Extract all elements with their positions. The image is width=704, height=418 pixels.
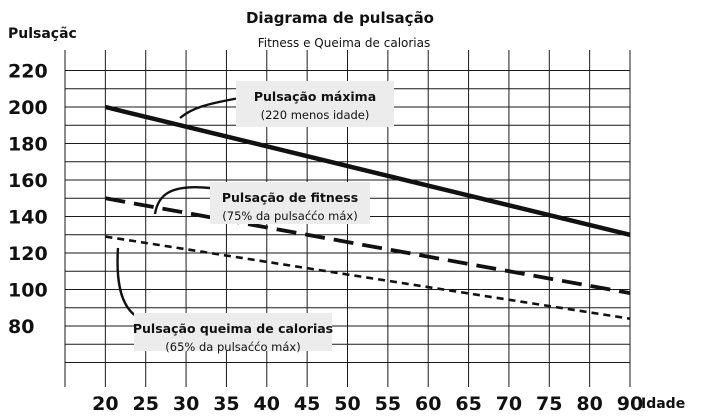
- series-lines: [104, 104, 631, 320]
- y-tick-labels: 220 200 180 160 140 120 100 80: [8, 61, 48, 339]
- annotation-box: [134, 313, 332, 351]
- x-tick-label: 55: [375, 393, 401, 415]
- annotation-series-name: Pulsação queima de calorias: [133, 321, 333, 336]
- annotation-series-name: Pulsação de fitness: [222, 190, 358, 205]
- x-tick-label: 35: [213, 393, 239, 415]
- annotation-series-note: (220 menos idade): [261, 108, 370, 122]
- series-line-2: [105, 196, 631, 295]
- x-tick-label: 80: [576, 393, 602, 415]
- x-tick-labels: 20 25 30 35 40 45 50 55 60 65 70 75 80 90: [92, 393, 643, 415]
- y-tick-label: 100: [8, 280, 48, 302]
- y-tick-label: 220: [8, 61, 48, 83]
- x-tick-label: 45: [294, 393, 320, 415]
- annotation-box: [210, 182, 370, 224]
- annotations: Pulsação máxima (220 menos idade) Pulsação…: [116, 81, 394, 354]
- annotation-leader: [179, 95, 246, 119]
- x-tick-label: 50: [334, 393, 360, 415]
- annotation-leader: [116, 247, 137, 317]
- x-tick-label: 60: [415, 393, 441, 415]
- y-tick-label: 80: [8, 316, 34, 338]
- x-tick-label: 25: [132, 393, 158, 415]
- series-line-1: [104, 104, 631, 237]
- x-tick-label: 30: [173, 393, 199, 415]
- annotation-series-name: Pulsação máxima: [254, 89, 376, 104]
- x-tick-label: 90: [617, 393, 643, 415]
- x-axis-label: Idade: [641, 396, 685, 412]
- y-tick-label: 140: [8, 207, 48, 229]
- annotation-series-note: (75% da pulsaććo máx): [222, 209, 357, 223]
- x-tick-label: 75: [536, 393, 562, 415]
- x-tick-label: 65: [455, 393, 481, 415]
- y-tick-label: 160: [8, 170, 48, 192]
- y-tick-label: 120: [8, 243, 48, 265]
- y-tick-label: 200: [8, 97, 48, 119]
- annotation-box: [236, 81, 394, 127]
- chart-title: Diagrama de pulsação: [246, 9, 434, 27]
- series-line-3: [105, 235, 631, 320]
- annotation-leader: [153, 186, 211, 215]
- y-axis-label: Pulsaçãc: [8, 26, 77, 42]
- x-tick-label: 20: [92, 393, 118, 415]
- y-tick-label: 180: [8, 134, 48, 156]
- annotation-series-note: (65% da pulsaććo máx): [165, 340, 300, 354]
- x-tick-label: 40: [254, 393, 280, 415]
- chart-subtitle: Fitness e Queima de calorias: [258, 36, 431, 50]
- x-tick-label: 70: [496, 393, 522, 415]
